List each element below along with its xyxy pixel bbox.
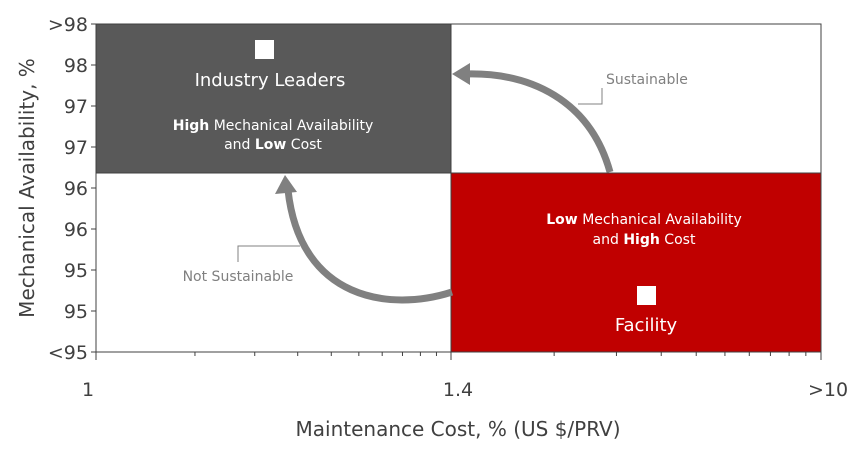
y-tick-label: 95 xyxy=(64,301,88,323)
y-tick-label: <95 xyxy=(48,342,88,364)
not-sustainable-leader xyxy=(237,245,300,262)
y-tick-labels: >98 98 97 97 96 96 95 95 <95 xyxy=(48,14,88,364)
facility-desc-line1: Low Mechanical Availability xyxy=(546,212,741,228)
x-tick-marks xyxy=(95,352,822,360)
x-axis-label: Maintenance Cost, % (US $/PRV) xyxy=(296,417,621,441)
sustainable-label: Sustainable xyxy=(606,72,688,88)
sustainable-leader xyxy=(578,88,603,105)
not-sustainable-arrowhead xyxy=(275,175,297,194)
y-tick-label: >98 xyxy=(48,14,88,36)
industry-leaders-marker xyxy=(255,40,274,59)
facility-title: Facility xyxy=(615,315,678,336)
x-tick-label: 1.4 xyxy=(443,379,473,401)
industry-leaders-desc-line1: High Mechanical Availability xyxy=(173,118,374,134)
y-tick-marks xyxy=(91,23,96,353)
y-tick-label: 98 xyxy=(64,55,88,77)
facility-desc-line2: and High Cost xyxy=(593,232,696,248)
y-tick-label: 96 xyxy=(64,178,88,200)
x-tick-label: 1 xyxy=(82,379,94,401)
sustainable-arrowhead xyxy=(452,63,470,85)
industry-leaders-title: Industry Leaders xyxy=(195,70,346,91)
y-tick-label: 97 xyxy=(64,137,88,159)
facility-marker xyxy=(637,286,656,305)
quadrant-facility xyxy=(451,173,821,352)
y-tick-label: 95 xyxy=(64,260,88,282)
x-tick-label: >10 xyxy=(808,379,848,401)
not-sustainable-arrow xyxy=(284,189,454,304)
y-axis-label: Mechanical Availability, % xyxy=(15,58,39,318)
y-tick-label: 96 xyxy=(64,219,88,241)
sustainable-arrow xyxy=(464,70,614,173)
industry-leaders-desc-line2: and Low Cost xyxy=(224,137,322,153)
x-tick-labels: 1 1.4 >10 xyxy=(82,379,848,401)
y-tick-label: 97 xyxy=(64,96,88,118)
not-sustainable-label: Not Sustainable xyxy=(183,269,294,285)
